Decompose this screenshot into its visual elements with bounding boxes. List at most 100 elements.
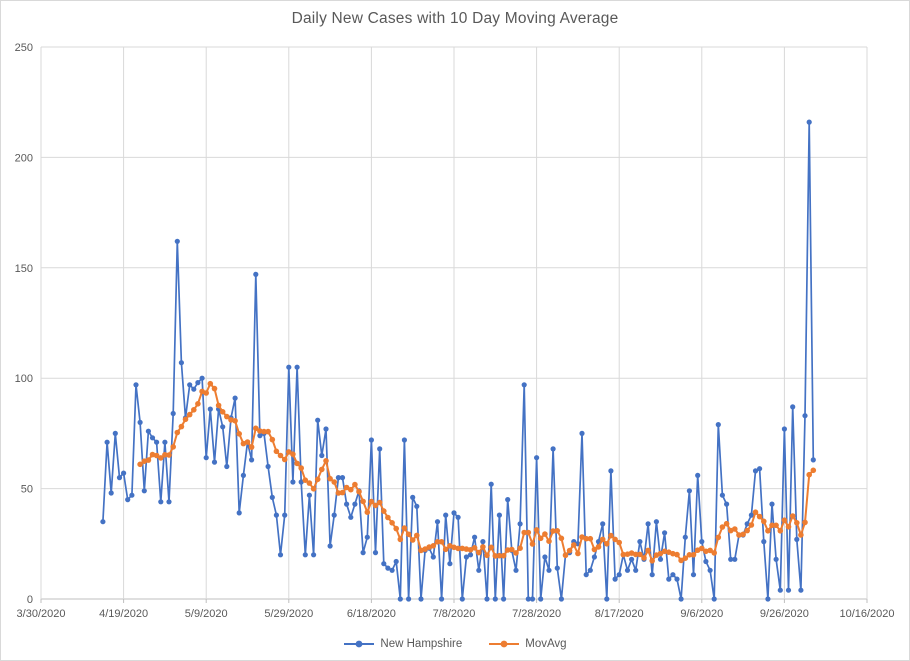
y-tick-label: 150 <box>15 263 33 275</box>
data-point-movavg <box>306 480 313 486</box>
data-point-new-hampshire <box>653 519 660 525</box>
data-point-new-hampshire <box>389 567 395 573</box>
data-point-movavg <box>385 514 391 521</box>
data-point-new-hampshire <box>670 572 676 578</box>
data-point-new-hampshire <box>682 534 688 540</box>
data-point-new-hampshire <box>761 539 767 545</box>
data-point-new-hampshire <box>166 499 172 505</box>
data-point-movavg <box>145 457 152 463</box>
data-point-movavg <box>587 535 594 542</box>
data-point-new-hampshire <box>170 410 176 417</box>
data-point-new-hampshire <box>410 494 416 500</box>
data-point-new-hampshire <box>579 430 585 436</box>
data-point-movavg <box>414 532 420 539</box>
data-point-new-hampshire <box>674 576 680 582</box>
data-point-new-hampshire <box>711 596 717 602</box>
data-point-movavg <box>761 518 767 525</box>
data-point-new-hampshire <box>434 519 441 525</box>
data-point-new-hampshire <box>195 380 201 386</box>
data-point-new-hampshire <box>104 439 110 445</box>
data-point-new-hampshire <box>137 419 143 425</box>
data-point-new-hampshire <box>806 119 812 125</box>
data-point-movavg <box>537 535 544 542</box>
data-point-new-hampshire <box>517 521 523 527</box>
data-point-movavg <box>476 549 482 556</box>
data-point-new-hampshire <box>773 556 779 562</box>
data-point-new-hampshire <box>372 550 379 556</box>
data-point-new-hampshire <box>232 395 238 401</box>
data-point-movavg <box>191 407 197 413</box>
data-point-movavg <box>409 537 416 543</box>
data-point-movavg <box>744 527 750 534</box>
data-point-movavg <box>732 526 738 532</box>
data-point-movavg <box>327 475 333 482</box>
series-line-new-hampshire <box>102 121 815 600</box>
data-point-new-hampshire <box>401 437 407 443</box>
x-tick-label: 6/18/2020 <box>347 608 396 620</box>
data-point-new-hampshire <box>459 596 465 602</box>
data-point-movavg <box>389 520 395 526</box>
data-point-movavg <box>699 545 705 552</box>
data-point-movavg <box>707 547 713 554</box>
data-point-movavg <box>575 550 581 557</box>
data-point-new-hampshire <box>521 382 527 388</box>
data-point-new-hampshire <box>662 530 668 536</box>
data-point-new-hampshire <box>327 543 333 549</box>
data-point-new-hampshire <box>777 587 783 593</box>
data-point-movavg <box>162 452 168 458</box>
data-point-movavg <box>579 534 585 540</box>
data-point-movavg <box>442 546 449 553</box>
data-point-new-hampshire <box>695 472 701 478</box>
data-point-new-hampshire <box>290 479 296 485</box>
data-point-movavg <box>571 542 577 548</box>
data-point-new-hampshire <box>100 519 106 525</box>
x-tick-label: 9/26/2020 <box>760 608 809 620</box>
data-point-new-hampshire <box>501 596 507 602</box>
data-point-new-hampshire <box>393 558 399 565</box>
data-point-new-hampshire <box>249 457 255 463</box>
data-point-new-hampshire <box>810 457 816 463</box>
y-tick-label: 0 <box>27 594 33 606</box>
data-point-new-hampshire <box>447 561 453 567</box>
data-point-movavg <box>645 547 651 554</box>
data-point-new-hampshire <box>752 468 759 474</box>
data-point-movavg <box>599 536 606 543</box>
data-point-movavg <box>769 522 775 529</box>
data-point-movavg <box>641 555 647 561</box>
data-point-movavg <box>781 517 788 523</box>
data-point-new-hampshire <box>125 497 131 503</box>
data-point-new-hampshire <box>484 596 490 602</box>
y-tick-label: 50 <box>21 484 33 496</box>
data-point-new-hampshire <box>719 492 726 498</box>
data-point-movavg <box>343 484 350 491</box>
data-point-movavg <box>484 552 490 559</box>
data-point-movavg <box>546 538 552 544</box>
data-point-movavg <box>504 547 511 553</box>
data-point-movavg <box>703 548 709 555</box>
data-point-movavg <box>682 555 689 561</box>
data-point-movavg <box>281 456 288 463</box>
data-point-new-hampshire <box>558 596 565 602</box>
data-point-movavg <box>211 385 218 392</box>
data-point-movavg <box>244 439 251 445</box>
data-point-new-hampshire <box>765 596 771 602</box>
data-point-new-hampshire <box>311 552 317 558</box>
data-point-movavg <box>500 552 507 559</box>
data-point-new-hampshire <box>666 576 672 582</box>
data-point-movavg <box>777 528 784 534</box>
y-tick-label: 250 <box>15 42 33 54</box>
data-point-movavg <box>496 552 503 559</box>
x-tick-label: 8/17/2020 <box>595 608 644 620</box>
data-point-new-hampshire <box>645 521 651 527</box>
data-point-new-hampshire <box>116 475 123 481</box>
data-point-new-hampshire <box>191 386 197 392</box>
data-point-movavg <box>566 547 573 554</box>
data-point-movavg <box>290 451 296 458</box>
data-point-movavg <box>604 541 610 547</box>
legend-swatch-new-hampshire-icon <box>344 640 375 648</box>
data-point-new-hampshire <box>319 452 325 459</box>
data-point-movavg <box>219 409 226 415</box>
data-point-movavg <box>657 550 664 557</box>
data-point-movavg <box>492 553 499 559</box>
